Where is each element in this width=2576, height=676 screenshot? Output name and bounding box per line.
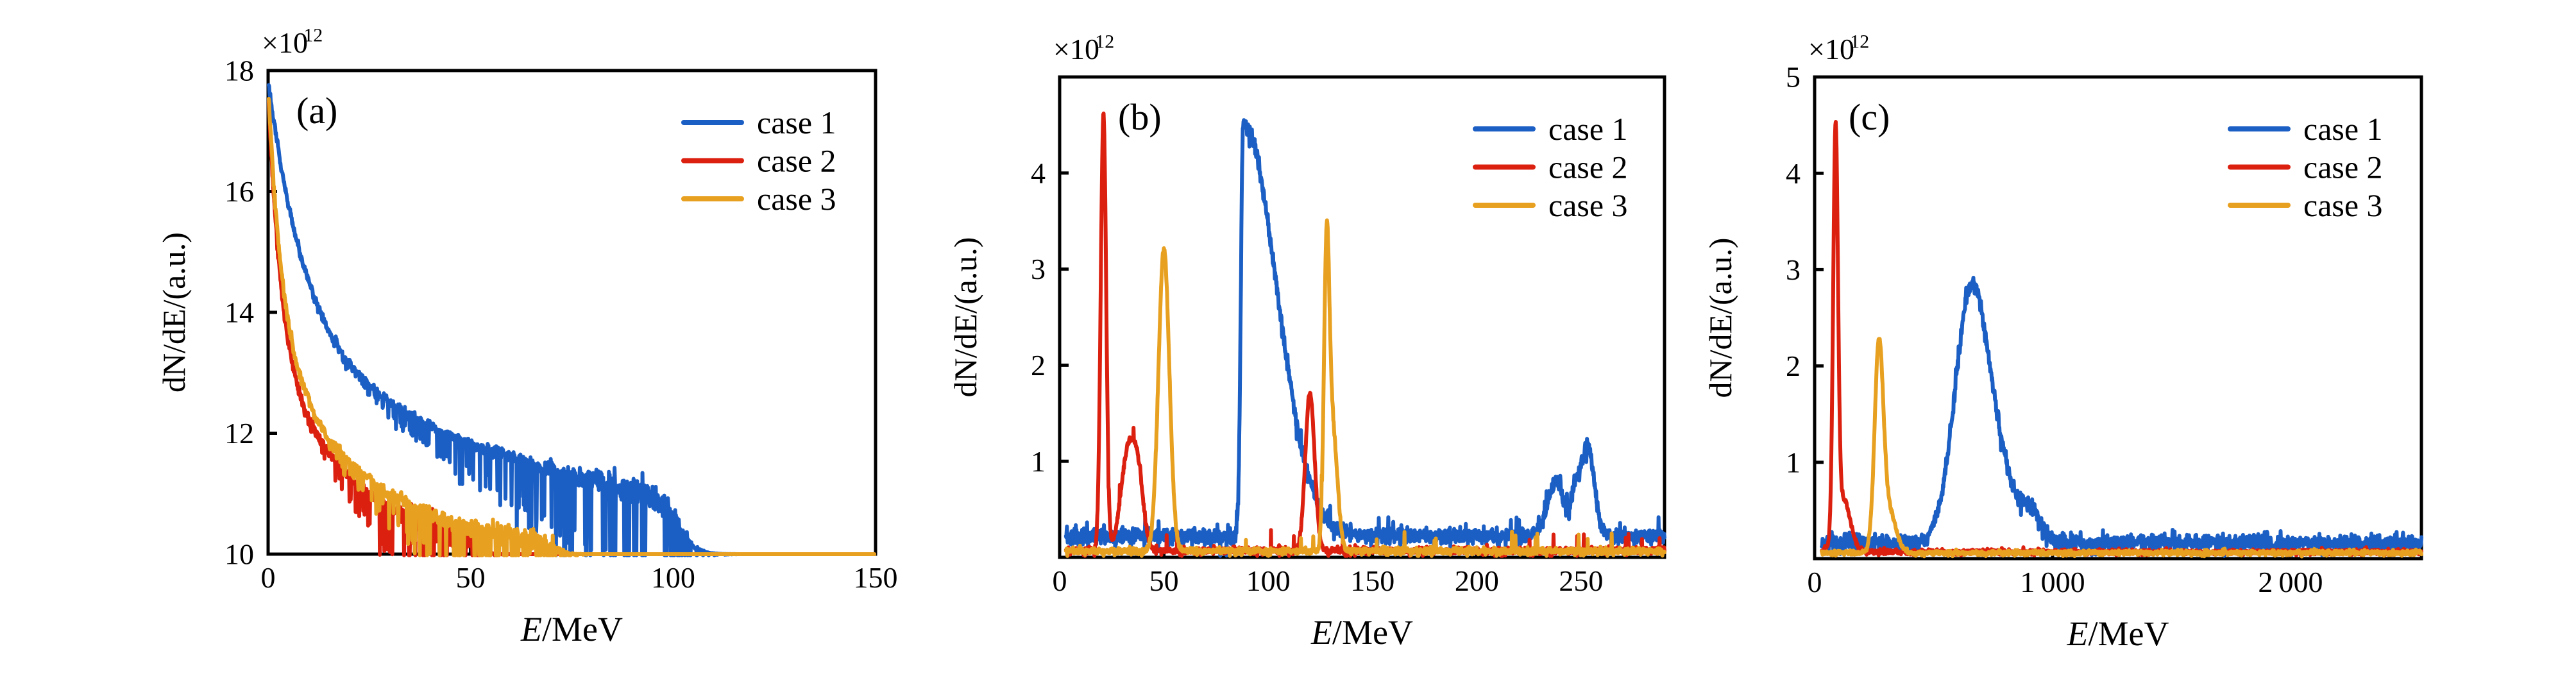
svg-text:(c): (c) [1849, 96, 1890, 138]
svg-text:2 000: 2 000 [2258, 566, 2323, 598]
svg-text:case 3: case 3 [1548, 187, 1628, 223]
svg-text:dN/dE/(a.u.): dN/dE/(a.u.) [1702, 238, 1738, 398]
svg-text:50: 50 [1149, 564, 1179, 597]
svg-text:12: 12 [1095, 31, 1114, 53]
svg-text:18: 18 [225, 55, 254, 87]
svg-text:dN/dE/(a.u.): dN/dE/(a.u.) [947, 237, 983, 398]
svg-text:2: 2 [1786, 350, 1801, 382]
svg-text:case 3: case 3 [757, 181, 836, 217]
svg-text:1 000: 1 000 [2020, 566, 2085, 598]
svg-text:E/MeV: E/MeV [520, 610, 623, 648]
svg-text:16: 16 [225, 175, 254, 208]
svg-text:150: 150 [1350, 564, 1394, 597]
svg-text:×10: ×10 [1808, 33, 1854, 65]
svg-text:200: 200 [1455, 564, 1499, 597]
svg-text:50: 50 [456, 561, 486, 594]
svg-text:1: 1 [1786, 446, 1801, 478]
svg-text:0: 0 [261, 561, 276, 594]
svg-text:×10: ×10 [1053, 33, 1099, 65]
svg-text:2: 2 [1031, 349, 1046, 382]
svg-text:100: 100 [651, 561, 695, 594]
svg-text:3: 3 [1786, 253, 1801, 286]
svg-text:1: 1 [1031, 445, 1046, 478]
svg-text:case 2: case 2 [2303, 149, 2383, 185]
svg-text:5: 5 [1786, 61, 1801, 94]
svg-text:0: 0 [1053, 564, 1067, 597]
svg-text:case 1: case 1 [1548, 111, 1628, 147]
svg-text:E/MeV: E/MeV [1310, 613, 1413, 652]
svg-text:dN/dE/(a.u.): dN/dE/(a.u.) [156, 232, 192, 393]
svg-text:12: 12 [225, 417, 254, 450]
svg-text:case 1: case 1 [757, 105, 836, 140]
svg-text:12: 12 [303, 25, 323, 46]
svg-text:0: 0 [1808, 566, 1822, 598]
svg-text:250: 250 [1559, 564, 1603, 597]
svg-text:case 1: case 1 [2303, 111, 2383, 147]
svg-text:10: 10 [225, 538, 254, 571]
svg-text:150: 150 [854, 561, 898, 594]
svg-text:(b): (b) [1118, 96, 1162, 138]
svg-text:100: 100 [1246, 564, 1291, 597]
svg-text:4: 4 [1031, 156, 1046, 189]
svg-text:3: 3 [1031, 253, 1046, 285]
svg-text:12: 12 [1850, 31, 1869, 53]
svg-text:×10: ×10 [262, 26, 308, 59]
svg-text:E/MeV: E/MeV [2067, 614, 2169, 653]
svg-text:case 2: case 2 [1548, 149, 1628, 185]
svg-text:4: 4 [1786, 157, 1801, 190]
svg-text:14: 14 [225, 296, 254, 329]
svg-text:case 3: case 3 [2303, 187, 2383, 223]
svg-text:(a): (a) [296, 90, 337, 131]
svg-text:case 2: case 2 [757, 143, 836, 179]
